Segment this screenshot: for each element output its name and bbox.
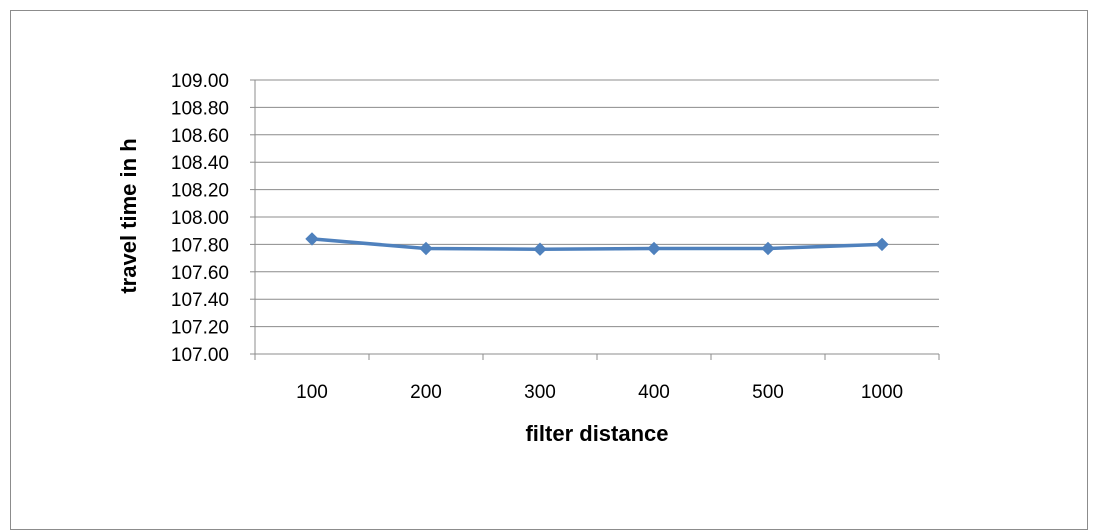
y-tick-label: 107.80	[171, 235, 229, 256]
x-tick-label: 100	[296, 382, 328, 403]
x-tick-label: 400	[638, 382, 670, 403]
y-tick-label: 108.40	[171, 153, 229, 174]
x-tick-labels: 100 200 300 400 500 1000	[296, 382, 903, 403]
line-chart: 107.00 107.20 107.40 107.60 107.80 108.00 108.…	[116, 71, 940, 446]
y-tick-label: 109.00	[171, 71, 229, 92]
x-tick-label: 300	[524, 382, 556, 403]
x-axis-title: filter distance	[525, 421, 668, 446]
y-tick-label: 108.60	[171, 126, 229, 147]
data-point-marker	[875, 237, 889, 252]
x-tick-label: 1000	[861, 382, 903, 403]
x-tick-label: 500	[752, 382, 784, 403]
y-tick-label: 108.80	[171, 98, 229, 119]
y-tick-label: 107.20	[171, 318, 229, 339]
y-tick-label: 108.20	[171, 181, 229, 202]
y-tick-label: 107.60	[171, 263, 229, 284]
axes	[250, 79, 940, 360]
data-point-marker	[305, 232, 319, 246]
data-point-marker	[761, 241, 775, 256]
series-line	[311, 237, 883, 251]
y-tick-label: 108.00	[171, 208, 229, 229]
data-point-marker	[533, 242, 547, 256]
y-tick-labels: 107.00 107.20 107.40 107.60 107.80 108.00 108.…	[171, 71, 229, 366]
series	[305, 232, 889, 256]
data-point-marker	[419, 241, 433, 256]
gridlines	[255, 79, 939, 328]
y-axis-title: travel time in h	[116, 138, 141, 293]
data-point-marker	[647, 241, 661, 256]
y-tick-label: 107.40	[171, 290, 229, 311]
chart-frame	[10, 10, 1088, 530]
x-tick-label: 200	[410, 382, 442, 403]
y-tick-label: 107.00	[171, 345, 229, 366]
